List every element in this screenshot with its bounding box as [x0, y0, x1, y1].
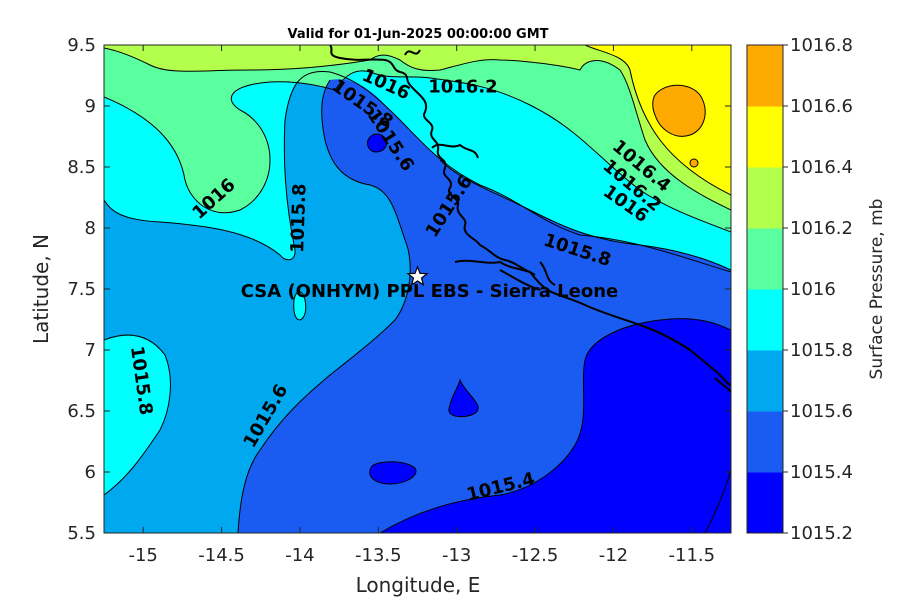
colorbar-swatch — [747, 411, 783, 473]
y-tick-label: 5.5 — [67, 523, 96, 544]
colorbar-tick-label: 1016.8 — [790, 35, 853, 56]
band-1015-2-spot-a — [448, 378, 479, 418]
colorbar-label: Surface Pressure, mb — [867, 199, 887, 380]
y-tick-label: 9 — [85, 96, 96, 117]
x-tick-label: -11.5 — [669, 545, 716, 566]
x-tick-label: -12 — [599, 545, 628, 566]
x-tick-label: -13 — [442, 545, 471, 566]
colorbar-frame — [746, 44, 784, 534]
contour-label: 1016.2 — [428, 76, 497, 97]
colorbar: 1015.2 1015.4 1015.6 1015.8 1016 1016.2 1016.4… — [747, 35, 853, 544]
contour-lines — [104, 45, 731, 533]
x-tick-label: -12.5 — [512, 545, 559, 566]
band-1015-2-spot-c — [367, 133, 387, 153]
band-1016-6 — [652, 85, 706, 137]
site-label: CSA (ONHYM) PPL EBS - Sierra Leone — [241, 281, 618, 302]
y-tick-label: 6 — [85, 462, 96, 483]
colorbar-swatch — [747, 472, 783, 534]
band-1015-8-west — [104, 335, 171, 495]
band-1015-2 — [380, 318, 731, 533]
x-axis-label: Longitude, E — [356, 573, 481, 597]
y-axis-label: Latitude, N — [29, 234, 53, 344]
y-ticks: 5.5 6 6.5 7 7.5 8 8.5 9 9.5 — [67, 35, 731, 544]
y-tick-label: 8.5 — [67, 157, 96, 178]
band-1016 — [104, 45, 731, 232]
colorbar-swatch — [747, 106, 783, 168]
y-tick-label: 8 — [85, 218, 96, 239]
colorbar-swatch — [747, 167, 783, 229]
site-marker: CSA (ONHYM) PPL EBS - Sierra Leone — [241, 265, 618, 302]
y-tick-label: 9.5 — [67, 35, 96, 56]
band-1015-2-spot-b — [369, 461, 417, 485]
colorbar-tick-label: 1015.2 — [790, 523, 853, 544]
y-tick-label: 6.5 — [67, 401, 96, 422]
colorbar-tick-label: 1015.8 — [790, 340, 853, 361]
contour-label: 1015.8 — [287, 183, 310, 253]
colorbar-tick-label: 1015.4 — [790, 462, 853, 483]
x-tick-label: -14.5 — [198, 545, 245, 566]
x-tick-label: -15 — [128, 545, 157, 566]
colorbar-tick-label: 1016.2 — [790, 218, 853, 239]
x-tick-label: -14 — [285, 545, 314, 566]
colorbar-swatch — [747, 228, 783, 290]
y-tick-label: 7 — [85, 340, 96, 361]
pressure-field — [104, 45, 731, 533]
colorbar-tick-label: 1016 — [790, 279, 836, 300]
site-star-icon — [406, 265, 429, 287]
colorbar-tick-label: 1015.6 — [790, 401, 853, 422]
figure-title: Valid for 01-Jun-2025 00:00:00 GMT — [288, 27, 549, 42]
x-tick-label: -13.5 — [355, 545, 402, 566]
coastline — [329, 45, 731, 393]
colorbar-swatch — [747, 45, 783, 107]
colorbar-swatch — [747, 289, 783, 351]
colorbar-tick-label: 1016.6 — [790, 96, 853, 117]
band-1016-6-dot — [689, 158, 699, 168]
y-tick-label: 7.5 — [67, 279, 96, 300]
colorbar-swatch — [747, 350, 783, 412]
colorbar-tick-label: 1016.4 — [790, 157, 853, 178]
x-ticks: -15 -14.5 -14 -13.5 -13 -12.5 -12 -11.5 — [128, 45, 715, 566]
band-1015-6-patch — [293, 291, 307, 321]
